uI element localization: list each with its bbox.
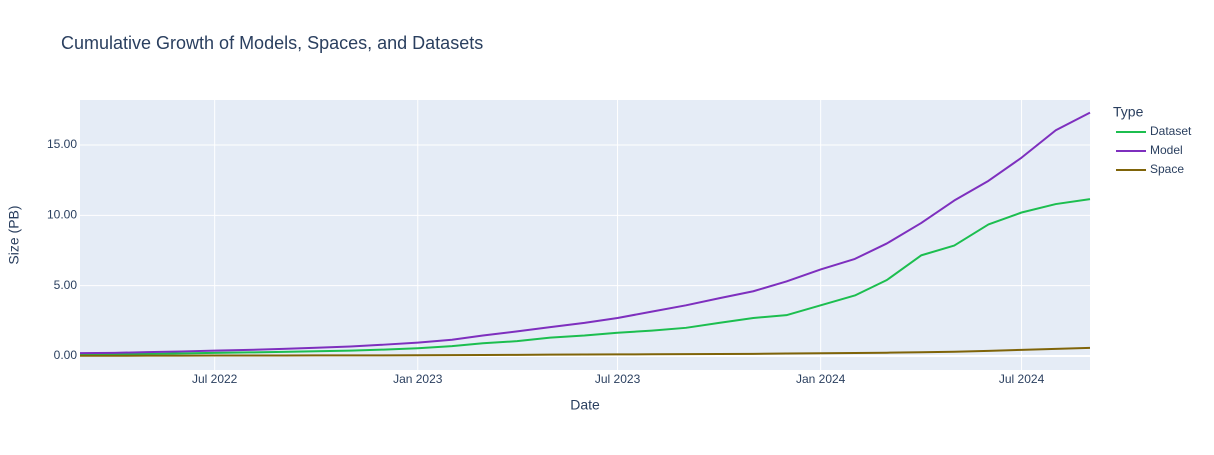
legend-label: Space xyxy=(1150,162,1184,176)
series-line xyxy=(80,346,1091,357)
chart-title: Cumulative Growth of Models, Spaces, and… xyxy=(61,33,483,53)
legend-title: Type xyxy=(1113,104,1144,120)
x-axis-title: Date xyxy=(570,397,600,413)
x-tick-label: Jan 2023 xyxy=(393,372,443,386)
y-axis-title: Size (PB) xyxy=(6,205,22,264)
y-tick-label: 10.00 xyxy=(47,207,77,221)
series-line xyxy=(79,111,1091,355)
y-tick-label: 0.00 xyxy=(54,348,78,362)
x-tick-label: Jul 2023 xyxy=(595,372,641,386)
legend-label: Model xyxy=(1150,143,1183,157)
y-tick-label: 15.00 xyxy=(47,137,77,151)
y-tick-label: 5.00 xyxy=(54,278,78,292)
x-tick-label: Jul 2022 xyxy=(192,372,238,386)
x-tick-label: Jul 2024 xyxy=(999,372,1045,386)
legend-label: Dataset xyxy=(1150,124,1192,138)
plot-background xyxy=(80,100,1090,370)
series-line xyxy=(79,198,1091,356)
x-tick-label: Jan 2024 xyxy=(796,372,846,386)
